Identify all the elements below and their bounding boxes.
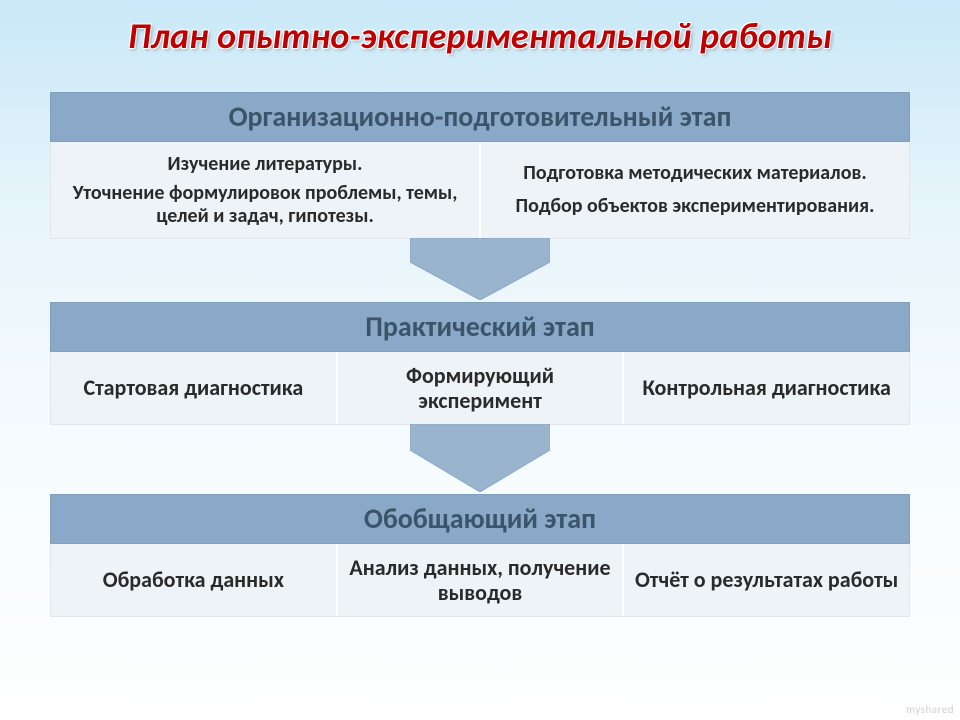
stage-1-cell-1: Изучение литературы. Уточнение формулиро… <box>51 142 479 238</box>
stage-2-cell-1-line-1: Стартовая диагностика <box>61 375 326 400</box>
stage-1-cell-1-line-2: Уточнение формулировок проблемы, темы, ц… <box>61 182 469 228</box>
stage-2-cell-3-line-1: Контрольная диагностика <box>634 375 899 400</box>
stage-2: Практический этап Стартовая диагностика … <box>50 302 910 425</box>
stage-2-body: Стартовая диагностика Формирующий экспер… <box>50 352 910 425</box>
stage-3-header: Обобщающий этап <box>50 494 910 544</box>
chevron-down-icon <box>410 424 550 492</box>
stage-2-cell-3: Контрольная диагностика <box>622 352 909 424</box>
chevron-down-icon <box>410 238 550 300</box>
stage-3-cell-1-line-1: Обработка данных <box>61 567 326 592</box>
stage-3-body: Обработка данных Анализ данных, получени… <box>50 544 910 617</box>
stage-2-cell-2-line-1: Формирующий эксперимент <box>348 363 613 414</box>
stage-1-cell-1-line-1: Изучение литературы. <box>61 153 469 176</box>
stage-3-cell-1: Обработка данных <box>51 544 336 616</box>
stage-3: Обобщающий этап Обработка данных Анализ … <box>50 494 910 617</box>
watermark: myshared <box>906 703 954 716</box>
stage-2-cell-2: Формирующий эксперимент <box>336 352 623 424</box>
stage-1: Организационно-подготовительный этап Изу… <box>50 92 910 239</box>
stage-1-cell-2: Подготовка методических материалов. Подб… <box>479 142 909 238</box>
stage-2-header: Практический этап <box>50 302 910 352</box>
arrow-1 <box>410 238 550 305</box>
stage-1-header: Организационно-подготовительный этап <box>50 92 910 142</box>
slide: План опытно-экспериментальной работы Орг… <box>0 0 960 720</box>
stage-1-cell-2-line-1: Подготовка методических материалов. <box>491 162 899 185</box>
stage-3-cell-2: Анализ данных, получение выводов <box>336 544 623 616</box>
arrow-2 <box>410 424 550 497</box>
stage-3-cell-2-line-1: Анализ данных, получение выводов <box>348 555 613 606</box>
stage-2-cell-1: Стартовая диагностика <box>51 352 336 424</box>
slide-title: План опытно-экспериментальной работы <box>0 14 960 58</box>
stage-1-body: Изучение литературы. Уточнение формулиро… <box>50 142 910 239</box>
stage-3-cell-3-line-1: Отчёт о результатах работы <box>634 567 899 592</box>
stage-3-cell-3: Отчёт о результатах работы <box>622 544 909 616</box>
stage-1-cell-2-line-2: Подбор объектов экспериментирования. <box>491 195 899 218</box>
